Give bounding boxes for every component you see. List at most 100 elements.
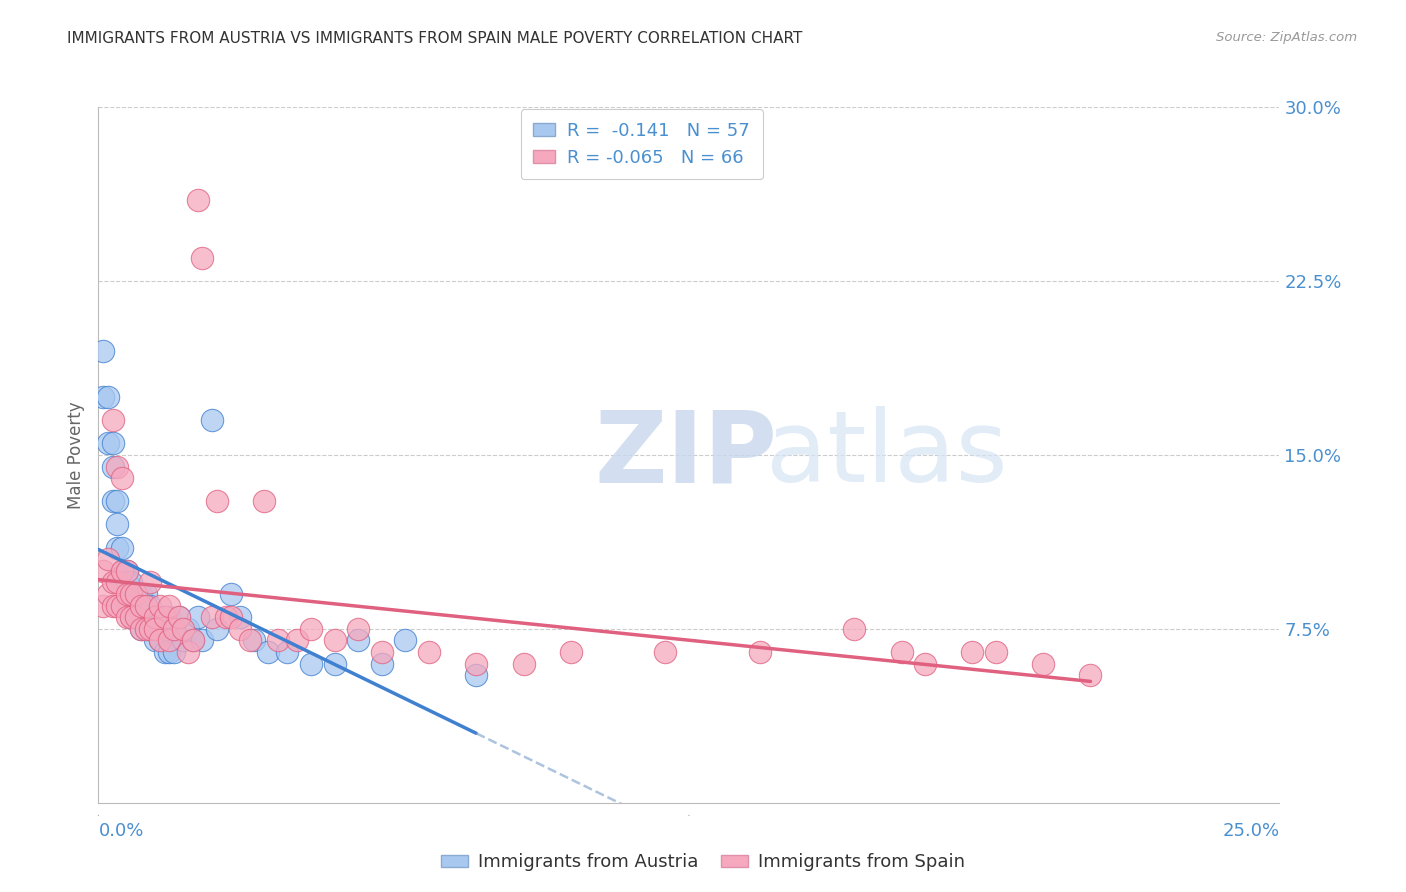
Point: [323, 657, 346, 671]
Point: [143, 633, 166, 648]
Text: ZIP: ZIP: [595, 407, 778, 503]
Point: [219, 587, 242, 601]
Point: [181, 633, 204, 648]
Point: [101, 494, 124, 508]
Text: 25.0%: 25.0%: [1222, 822, 1279, 840]
Point: [111, 564, 134, 578]
Point: [205, 622, 228, 636]
Point: [299, 622, 322, 636]
Point: [129, 622, 152, 636]
Point: [962, 645, 984, 659]
Point: [984, 645, 1007, 659]
Point: [135, 599, 157, 613]
Point: [101, 459, 124, 474]
Point: [253, 494, 276, 508]
Point: [418, 645, 440, 659]
Point: [111, 541, 134, 555]
Y-axis label: Male Poverty: Male Poverty: [66, 401, 84, 508]
Point: [215, 610, 238, 624]
Text: Source: ZipAtlas.com: Source: ZipAtlas.com: [1216, 31, 1357, 45]
Point: [135, 587, 157, 601]
Point: [115, 564, 138, 578]
Point: [105, 541, 128, 555]
Point: [153, 610, 176, 624]
Point: [347, 633, 370, 648]
Point: [129, 622, 152, 636]
Point: [139, 622, 162, 636]
Point: [111, 471, 134, 485]
Point: [285, 633, 308, 648]
Point: [267, 633, 290, 648]
Point: [115, 587, 138, 601]
Point: [1080, 668, 1102, 682]
Point: [654, 645, 676, 659]
Point: [101, 599, 124, 613]
Point: [105, 575, 128, 590]
Point: [914, 657, 936, 671]
Point: [97, 390, 120, 404]
Point: [243, 633, 266, 648]
Point: [172, 622, 194, 636]
Point: [101, 436, 124, 450]
Point: [844, 622, 866, 636]
Point: [115, 610, 138, 624]
Legend: R =  -0.141   N = 57, R = -0.065   N = 66: R = -0.141 N = 57, R = -0.065 N = 66: [520, 109, 763, 179]
Point: [121, 575, 143, 590]
Point: [139, 622, 162, 636]
Point: [129, 587, 152, 601]
Point: [121, 587, 143, 601]
Point: [97, 436, 120, 450]
Point: [1032, 657, 1054, 671]
Point: [121, 587, 143, 601]
Point: [91, 564, 114, 578]
Point: [135, 622, 157, 636]
Point: [149, 633, 172, 648]
Point: [135, 599, 157, 613]
Point: [229, 622, 252, 636]
Point: [167, 610, 190, 624]
Point: [121, 610, 143, 624]
Point: [163, 645, 186, 659]
Point: [97, 587, 120, 601]
Point: [347, 622, 370, 636]
Point: [157, 633, 180, 648]
Point: [394, 633, 416, 648]
Point: [512, 657, 534, 671]
Point: [465, 657, 488, 671]
Point: [153, 645, 176, 659]
Point: [205, 494, 228, 508]
Point: [201, 610, 224, 624]
Point: [239, 633, 262, 648]
Point: [125, 587, 148, 601]
Point: [191, 251, 214, 265]
Point: [276, 645, 298, 659]
Point: [139, 599, 162, 613]
Point: [115, 575, 138, 590]
Point: [191, 633, 214, 648]
Point: [323, 633, 346, 648]
Text: 0.0%: 0.0%: [98, 822, 143, 840]
Point: [115, 564, 138, 578]
Point: [97, 552, 120, 566]
Point: [229, 610, 252, 624]
Point: [172, 633, 194, 648]
Point: [115, 599, 138, 613]
Point: [163, 622, 186, 636]
Point: [181, 633, 204, 648]
Point: [105, 494, 128, 508]
Point: [111, 599, 134, 613]
Point: [111, 564, 134, 578]
Point: [187, 193, 209, 207]
Point: [219, 610, 242, 624]
Point: [201, 413, 224, 427]
Point: [890, 645, 912, 659]
Point: [465, 668, 488, 682]
Point: [167, 610, 190, 624]
Point: [149, 599, 172, 613]
Point: [125, 610, 148, 624]
Point: [257, 645, 280, 659]
Point: [143, 622, 166, 636]
Point: [91, 599, 114, 613]
Point: [149, 610, 172, 624]
Point: [111, 575, 134, 590]
